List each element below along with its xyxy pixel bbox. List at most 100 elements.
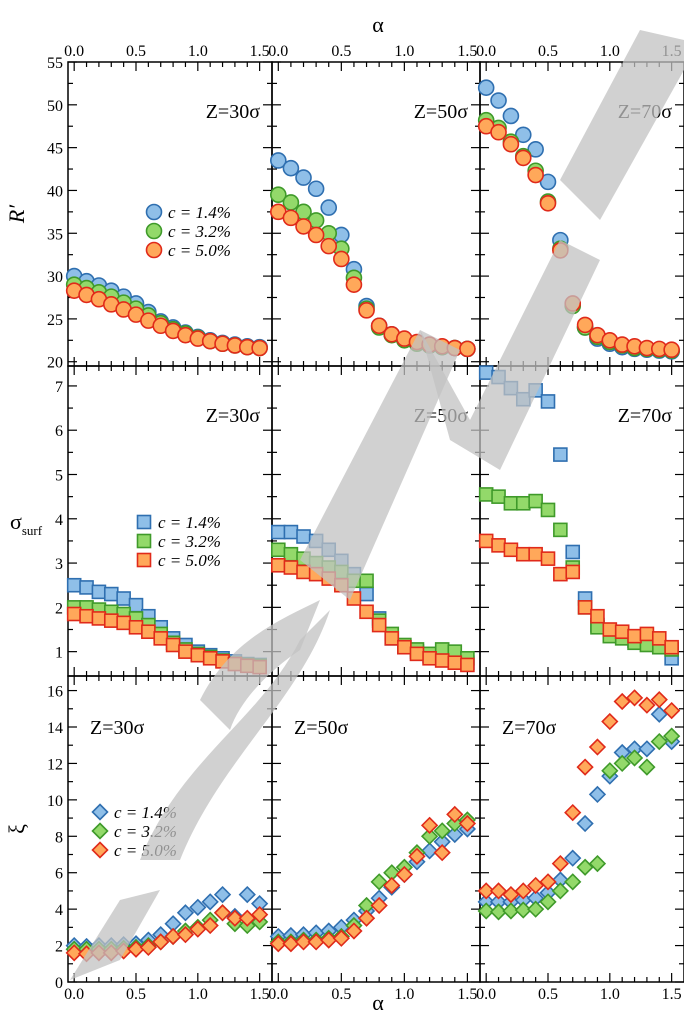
legend-marker bbox=[145, 241, 163, 259]
data-point bbox=[514, 149, 532, 167]
data-point bbox=[540, 394, 556, 409]
series-c50 bbox=[65, 282, 268, 357]
data-point bbox=[565, 544, 581, 560]
x-tick-label: 0.0 bbox=[64, 43, 84, 60]
panel-label: Z=30σ bbox=[90, 717, 144, 739]
data-point bbox=[502, 135, 520, 153]
data-point bbox=[539, 893, 557, 911]
panel-label: Z=70σ bbox=[502, 717, 556, 739]
data-point bbox=[490, 123, 507, 141]
y-axis-title-sigma: σsurf bbox=[10, 509, 43, 538]
legend-marker bbox=[91, 822, 109, 840]
data-point bbox=[295, 218, 312, 235]
y-tick-label: 25 bbox=[47, 312, 63, 329]
panel-sigma-3: Z=70σ bbox=[478, 365, 684, 677]
x-tick-label: 0.0 bbox=[268, 43, 288, 60]
data-point bbox=[491, 489, 506, 504]
data-point bbox=[638, 740, 656, 758]
x-tick-label: 1.5 bbox=[457, 986, 477, 1003]
data-point bbox=[420, 842, 439, 860]
x-tick-label: 1.0 bbox=[394, 43, 414, 60]
data-point bbox=[564, 803, 582, 822]
legend-label: c = 5.0% bbox=[114, 841, 177, 860]
data-point bbox=[590, 608, 605, 624]
legend-label: c = 3.2% bbox=[158, 532, 221, 551]
x-tick-label: 0.0 bbox=[476, 986, 496, 1003]
x-tick-label: 1.5 bbox=[662, 986, 682, 1003]
y-tick-label: 5 bbox=[55, 468, 63, 485]
data-point bbox=[79, 580, 94, 595]
data-point bbox=[345, 922, 363, 940]
data-point bbox=[269, 935, 287, 953]
data-point bbox=[238, 885, 256, 904]
data-point bbox=[215, 654, 230, 669]
data-point bbox=[601, 762, 619, 780]
data-point bbox=[271, 557, 286, 573]
legend-label: c = 5.0% bbox=[158, 551, 221, 570]
data-point bbox=[91, 611, 107, 626]
legend-label: c = 1.4% bbox=[158, 513, 221, 532]
data-point bbox=[527, 141, 544, 158]
legend-marker bbox=[91, 803, 109, 821]
data-point bbox=[307, 180, 325, 198]
data-point bbox=[527, 166, 544, 184]
y-axis-title-subscript: surf bbox=[22, 523, 43, 538]
data-point bbox=[282, 209, 300, 227]
y-tick-label: 35 bbox=[47, 226, 63, 243]
data-point bbox=[502, 107, 520, 125]
data-point bbox=[189, 898, 207, 916]
y-tick-label: 2 bbox=[55, 939, 63, 956]
y-tick-label: 4 bbox=[55, 902, 63, 919]
x-tick-label: 1.5 bbox=[250, 986, 270, 1003]
y-tick-label: 8 bbox=[55, 829, 63, 846]
data-point bbox=[213, 885, 232, 904]
y-tick-label: 55 bbox=[47, 55, 63, 72]
x-tick-label: 0.5 bbox=[538, 986, 558, 1003]
panel-xi-2: 0.0 0.5 1.0 1.5 Z=50σ bbox=[268, 675, 481, 1003]
data-point bbox=[515, 546, 531, 562]
data-point bbox=[321, 571, 337, 586]
data-point bbox=[346, 573, 362, 589]
data-point bbox=[422, 650, 437, 666]
legend-label: c = 5.0% bbox=[168, 241, 231, 260]
data-point bbox=[613, 692, 631, 711]
data-point bbox=[320, 931, 338, 949]
data-point bbox=[489, 882, 508, 900]
y-tick-label: 3 bbox=[55, 556, 63, 573]
data-point bbox=[227, 656, 243, 672]
data-point bbox=[383, 876, 401, 895]
data-point bbox=[408, 847, 426, 865]
data-point bbox=[502, 902, 520, 920]
data-point bbox=[553, 522, 568, 538]
legend-marker bbox=[136, 552, 152, 568]
data-point bbox=[613, 754, 631, 773]
series-c32 bbox=[477, 727, 681, 921]
legend-label: c = 1.4% bbox=[168, 203, 231, 222]
data-point bbox=[358, 302, 375, 319]
data-point bbox=[283, 524, 299, 540]
x-tick-label: 1.0 bbox=[600, 43, 620, 60]
data-point bbox=[433, 844, 451, 862]
legend-marker bbox=[145, 203, 163, 221]
y-tick-label: 6 bbox=[55, 423, 63, 440]
data-point bbox=[514, 126, 532, 144]
data-point bbox=[460, 657, 475, 673]
panel-R-2: 0.0 0.5 1.0 1.5 Z=50σ bbox=[268, 43, 481, 367]
data-point bbox=[477, 79, 495, 96]
data-point bbox=[491, 369, 506, 385]
data-point bbox=[66, 606, 82, 622]
data-point bbox=[153, 631, 169, 646]
y-tick-label: 12 bbox=[47, 756, 63, 773]
data-point bbox=[384, 631, 400, 646]
data-point bbox=[447, 655, 463, 671]
data-point bbox=[420, 816, 439, 834]
data-point bbox=[128, 597, 144, 613]
data-point bbox=[446, 805, 464, 824]
data-point bbox=[446, 825, 464, 844]
legend: c = 1.4%c = 3.2%c = 5.0% bbox=[145, 203, 231, 260]
x-tick-label: 1.5 bbox=[662, 43, 682, 60]
x-tick-label: 1.5 bbox=[250, 43, 270, 60]
data-point bbox=[201, 893, 219, 911]
